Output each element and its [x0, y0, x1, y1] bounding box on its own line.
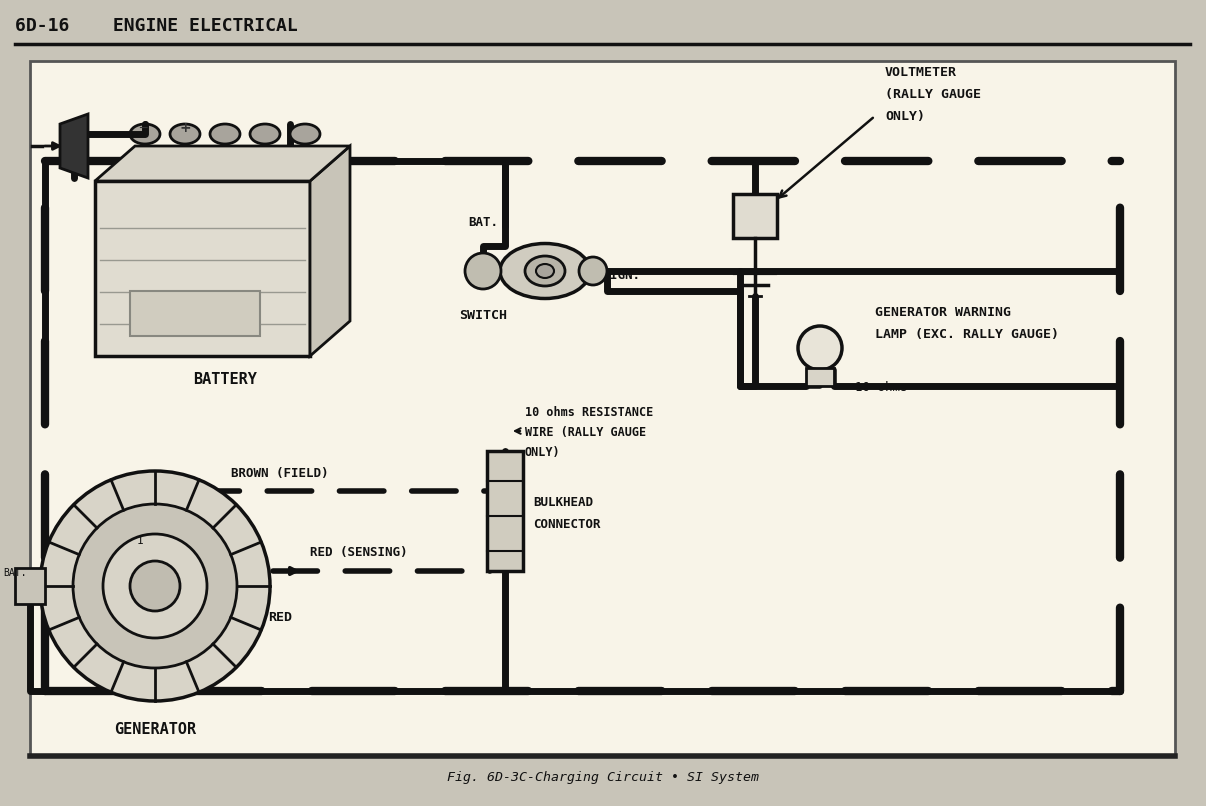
Polygon shape: [95, 146, 350, 181]
Circle shape: [40, 471, 270, 701]
Bar: [487, 451, 523, 571]
Text: BATTERY: BATTERY: [193, 372, 257, 387]
Ellipse shape: [289, 124, 320, 144]
Circle shape: [466, 253, 500, 289]
Text: 6D-16    ENGINE ELECTRICAL: 6D-16 ENGINE ELECTRICAL: [14, 17, 298, 35]
Text: WIRE (RALLY GAUGE: WIRE (RALLY GAUGE: [525, 426, 646, 439]
Ellipse shape: [250, 124, 280, 144]
Polygon shape: [60, 114, 88, 178]
Ellipse shape: [525, 256, 564, 286]
Text: 1: 1: [136, 536, 144, 546]
Bar: [95, 181, 310, 356]
Text: Fig. 6D-3C-Charging Circuit • SI System: Fig. 6D-3C-Charging Circuit • SI System: [447, 771, 759, 784]
Circle shape: [579, 257, 607, 285]
Text: BROWN (FIELD): BROWN (FIELD): [232, 467, 329, 480]
Text: +: +: [180, 121, 191, 135]
Ellipse shape: [210, 124, 240, 144]
Text: LAMP (EXC. RALLY GAUGE): LAMP (EXC. RALLY GAUGE): [876, 328, 1059, 341]
Bar: [14, 568, 45, 604]
Bar: [806, 368, 835, 386]
Text: BAT.: BAT.: [468, 216, 498, 229]
Bar: [130, 291, 260, 336]
Text: CONNECTOR: CONNECTOR: [533, 518, 601, 531]
Text: SWITCH: SWITCH: [459, 309, 507, 322]
Text: ONLY): ONLY): [525, 446, 561, 459]
Text: 10 ohms RESISTANCE: 10 ohms RESISTANCE: [525, 406, 654, 419]
Polygon shape: [310, 146, 350, 356]
Text: GENERATOR: GENERATOR: [113, 722, 197, 737]
Ellipse shape: [500, 243, 590, 298]
Circle shape: [798, 326, 842, 370]
Text: ─: ─: [139, 122, 147, 135]
Text: 10 ohms: 10 ohms: [855, 381, 907, 394]
Text: IGN.: IGN.: [610, 269, 640, 282]
Circle shape: [130, 561, 180, 611]
Ellipse shape: [170, 124, 200, 144]
Text: (RALLY GAUGE: (RALLY GAUGE: [885, 88, 980, 101]
Text: BULKHEAD: BULKHEAD: [533, 496, 593, 509]
Ellipse shape: [130, 124, 160, 144]
Text: RED: RED: [268, 611, 292, 624]
Text: GENERATOR WARNING: GENERATOR WARNING: [876, 306, 1011, 319]
Bar: [733, 194, 777, 238]
Circle shape: [103, 534, 207, 638]
Text: BAT.: BAT.: [2, 568, 27, 578]
Text: ONLY): ONLY): [885, 110, 925, 123]
Text: VOLTMETER: VOLTMETER: [885, 66, 958, 79]
Circle shape: [74, 504, 238, 668]
Ellipse shape: [535, 264, 554, 278]
Text: RED (SENSING): RED (SENSING): [310, 546, 408, 559]
Bar: [30, 61, 1175, 756]
